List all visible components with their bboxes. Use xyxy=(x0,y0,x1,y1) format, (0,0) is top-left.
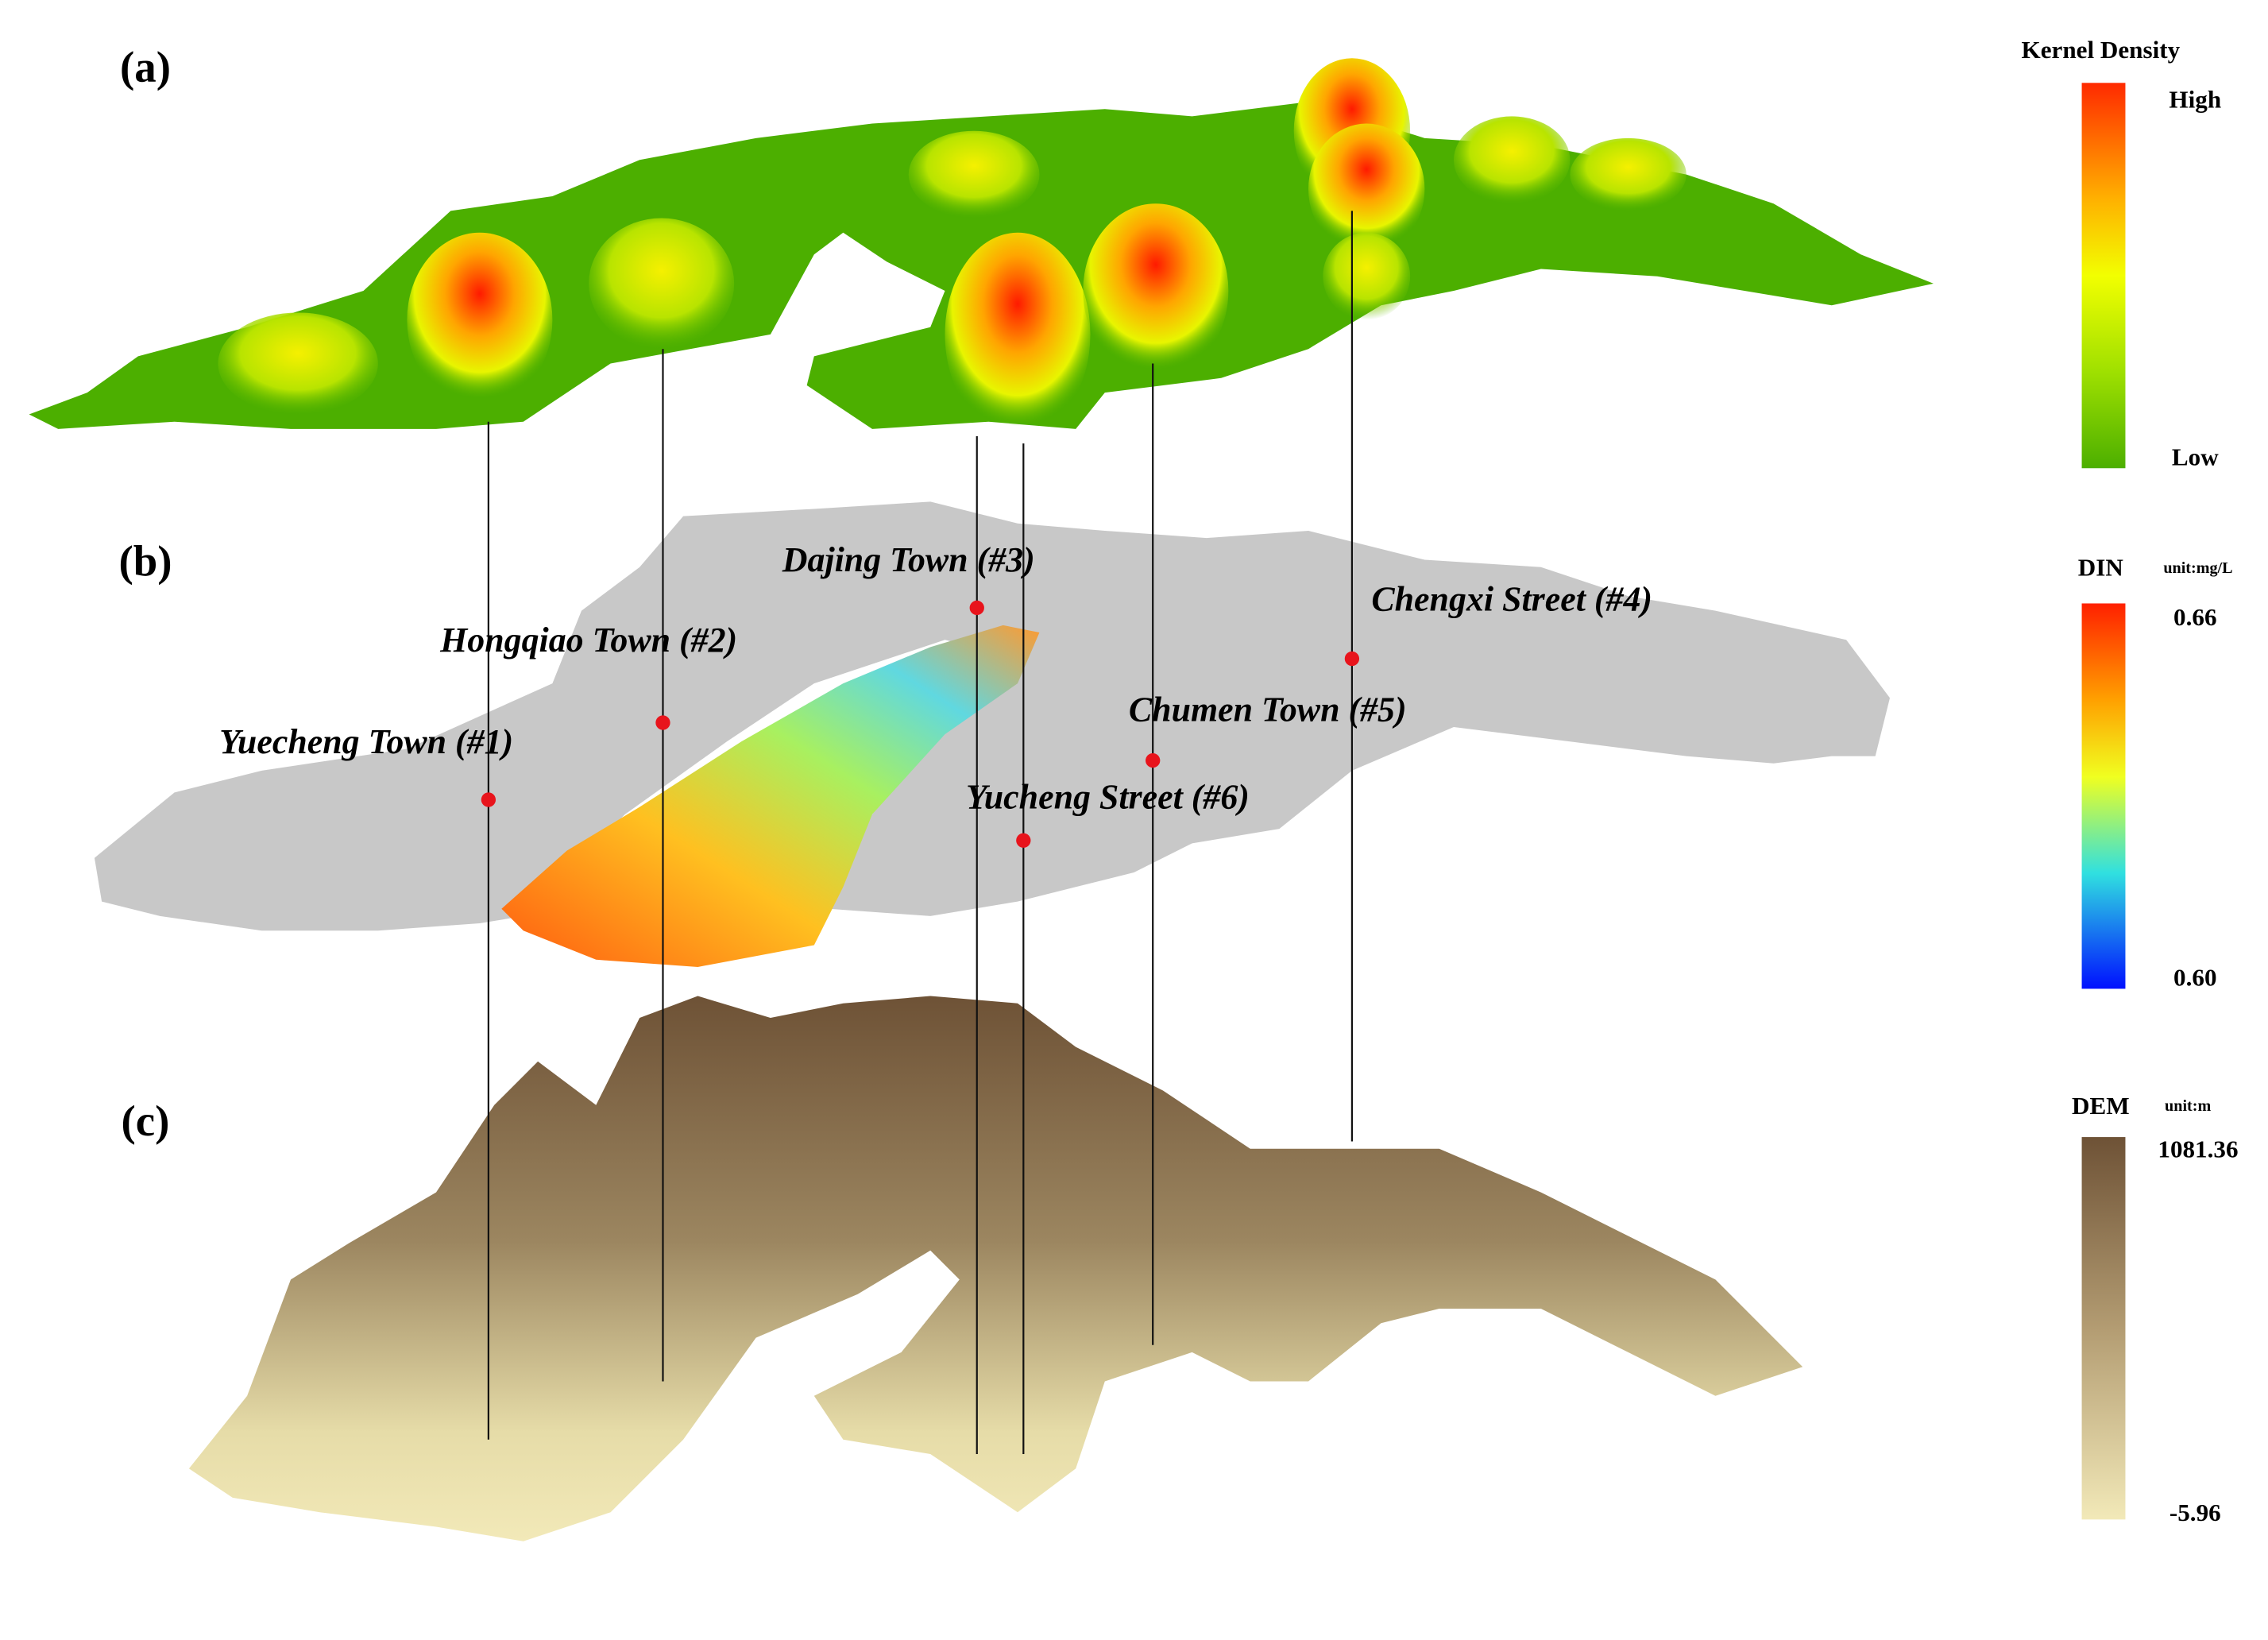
town-point xyxy=(481,792,496,807)
town-points xyxy=(481,600,1360,848)
density-peak xyxy=(1570,137,1687,211)
panel-label: (a) xyxy=(120,42,171,91)
land-base xyxy=(94,501,1891,931)
legend-title: DIN xyxy=(2078,554,2124,582)
legend-unit: unit:mg/L xyxy=(2163,559,2232,577)
legend-title: DEM xyxy=(2072,1092,2130,1120)
density-peak xyxy=(945,232,1091,436)
legend-label: 0.60 xyxy=(2173,964,2216,992)
town-label: Chumen Town (#5) xyxy=(1129,690,1407,729)
legend-colorbar xyxy=(2081,83,2126,469)
dem-terrain xyxy=(188,996,1803,1541)
density-peak xyxy=(589,218,735,350)
town-label: Dajing Town (#3) xyxy=(782,540,1035,579)
figure-body: Yuecheng Town (#1) Hongqiao Town (#2) Da… xyxy=(29,36,2239,1541)
legend-label: High xyxy=(2169,85,2221,113)
density-peak xyxy=(1083,203,1229,378)
density-peak xyxy=(1323,232,1411,320)
legend-label: -5.96 xyxy=(2169,1499,2221,1526)
density-peak xyxy=(218,312,378,415)
town-label: Yuecheng Town (#1) xyxy=(219,722,513,761)
town-point xyxy=(1146,752,1161,768)
legend-title: Kernel Density xyxy=(2022,36,2181,64)
town-label: Chengxi Street (#4) xyxy=(1371,580,1652,619)
din-water xyxy=(501,625,1040,967)
density-peak xyxy=(908,130,1040,219)
density-peak xyxy=(1308,123,1425,255)
legend-unit: unit:m xyxy=(2165,1097,2211,1115)
density-peak xyxy=(407,232,553,408)
legend-label: Low xyxy=(2172,443,2219,471)
legend-colorbar xyxy=(2081,603,2126,989)
town-point xyxy=(1016,833,1031,848)
legend-label: 0.66 xyxy=(2173,603,2216,631)
panel-label: (c) xyxy=(122,1097,170,1145)
panel-label: (b) xyxy=(118,537,172,586)
legend-label: 1081.36 xyxy=(2158,1135,2238,1163)
town-point xyxy=(969,600,984,616)
town-label: Yucheng Street (#6) xyxy=(966,777,1250,816)
density-peak xyxy=(1454,116,1571,204)
town-point xyxy=(1344,651,1360,667)
town-label: Hongqiao Town (#2) xyxy=(439,621,737,659)
legend-colorbar xyxy=(2081,1137,2126,1520)
town-point xyxy=(655,715,670,730)
